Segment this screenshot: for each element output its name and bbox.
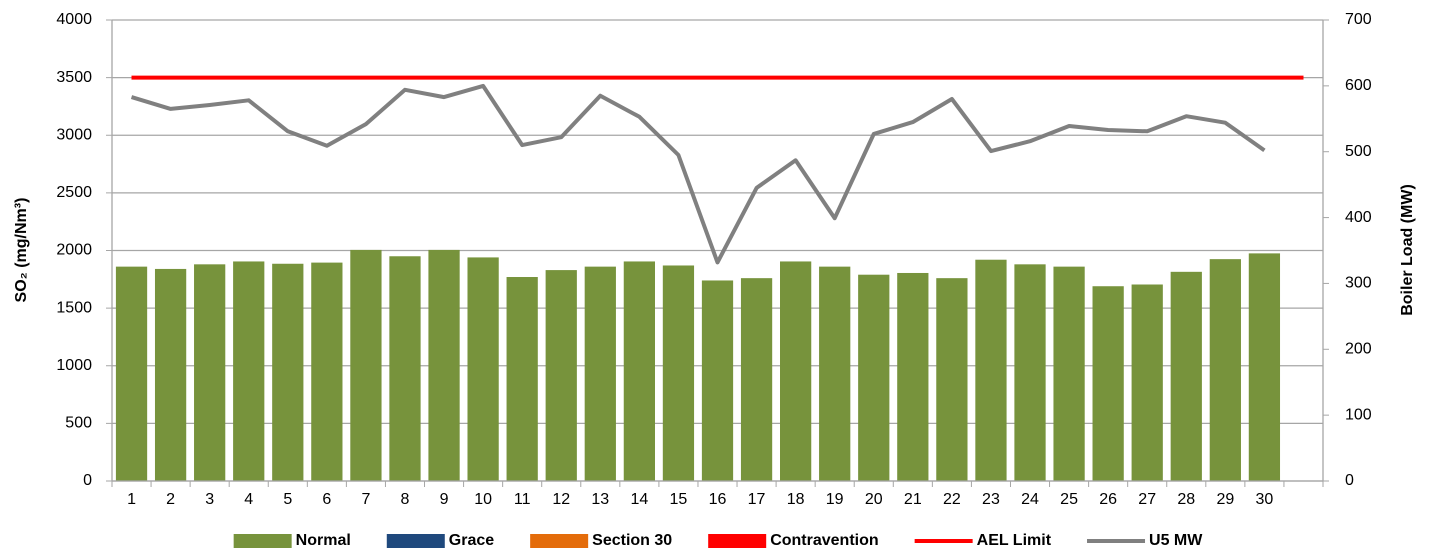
x-tick-label: 16: [709, 491, 727, 508]
bar: [740, 278, 773, 481]
bar: [662, 265, 695, 481]
x-tick-label: 11: [514, 491, 531, 508]
x-tick-label: 2: [166, 491, 175, 508]
bar: [780, 261, 812, 481]
x-tick-label: 27: [1138, 491, 1156, 508]
bar: [1053, 266, 1085, 481]
x-tick-label: 17: [748, 491, 766, 508]
x-tick-label: 8: [401, 491, 410, 508]
bar: [115, 266, 148, 481]
x-tick-label: 6: [322, 491, 331, 508]
bar: [154, 268, 187, 481]
y2-tick-label: 500: [1345, 143, 1372, 160]
bar: [936, 278, 968, 481]
y2-tick-label: 700: [1345, 11, 1372, 28]
bar: [819, 266, 851, 481]
line-series: [130, 83, 1266, 265]
y2-tick-label: 100: [1345, 406, 1372, 423]
bar: [1209, 259, 1241, 481]
bar: [623, 261, 655, 481]
bar: [350, 249, 382, 481]
x-tick-label: 9: [440, 491, 449, 508]
bar: [506, 277, 538, 481]
y2-axis-title: Boiler Load (MW): [1399, 184, 1416, 316]
legend-label: Grace: [449, 532, 494, 549]
x-tick-label: 18: [787, 491, 805, 508]
legend-swatch: [386, 534, 445, 548]
x-tick-label: 30: [1256, 491, 1274, 508]
legend-swatch: [530, 534, 589, 548]
x-tick-label: 13: [591, 491, 609, 508]
x-tick-label: 1: [127, 491, 136, 508]
bar: [975, 259, 1007, 481]
x-tick-label: 22: [943, 491, 961, 508]
bar: [272, 263, 304, 481]
x-tick-label: 29: [1216, 491, 1234, 508]
x-tick-label: 20: [865, 491, 883, 508]
bar: [311, 262, 343, 481]
x-tick-label: 15: [670, 491, 688, 508]
x-tick-label: 4: [244, 491, 253, 508]
legend-swatch: [233, 534, 292, 548]
bar: [1014, 264, 1046, 481]
x-tick-label: 25: [1060, 491, 1078, 508]
y-tick-label: 500: [65, 415, 92, 432]
bar: [233, 261, 265, 481]
bar: [1170, 271, 1202, 481]
legend-swatch: [708, 534, 767, 548]
y-tick-label: 3000: [56, 126, 92, 143]
x-tick-label: 19: [826, 491, 844, 508]
x-tick-label: 26: [1099, 491, 1117, 508]
bar: [467, 257, 499, 481]
bar: [584, 266, 616, 481]
bar: [858, 274, 890, 481]
x-tick-label: 21: [904, 491, 922, 508]
x-tick-label: 28: [1177, 491, 1195, 508]
y2-tick-label: 600: [1345, 77, 1372, 94]
legend-label: Section 30: [592, 532, 672, 549]
bar: [1248, 253, 1281, 481]
y2-tick-label: 200: [1345, 341, 1372, 358]
y-tick-label: 1500: [56, 299, 92, 316]
bar: [389, 256, 421, 481]
legend-label: Contravention: [770, 532, 878, 549]
x-tick-label: 23: [982, 491, 1000, 508]
x-tick-label: 12: [552, 491, 570, 508]
x-tick-label: 14: [630, 491, 648, 508]
x-tick-label: 3: [205, 491, 214, 508]
legend-label: Normal: [296, 532, 351, 549]
y2-tick-label: 400: [1345, 209, 1372, 226]
y-tick-label: 3500: [56, 69, 92, 86]
bar: [701, 280, 734, 481]
bar: [194, 264, 226, 481]
y2-tick-label: 300: [1345, 275, 1372, 292]
y2-tick-label: 0: [1345, 472, 1354, 489]
bar: [1092, 286, 1124, 481]
bar: [545, 270, 577, 481]
x-tick-label: 10: [474, 491, 492, 508]
x-tick-label: 5: [283, 491, 292, 508]
x-tick-label: 24: [1021, 491, 1039, 508]
bar: [897, 272, 929, 481]
y-tick-label: 4000: [56, 11, 92, 28]
bar: [428, 249, 460, 481]
bar: [1131, 284, 1163, 481]
y-tick-label: 2000: [56, 242, 92, 259]
x-tick-label: 7: [361, 491, 370, 508]
y-tick-label: 2500: [56, 184, 92, 201]
legend-label: U5 MW: [1149, 532, 1203, 549]
y-tick-label: 0: [83, 472, 92, 489]
legend-label: AEL Limit: [977, 532, 1052, 549]
y-axis-title: SO₂ (mg/Nm³): [13, 198, 30, 303]
y-tick-label: 1000: [56, 357, 92, 374]
